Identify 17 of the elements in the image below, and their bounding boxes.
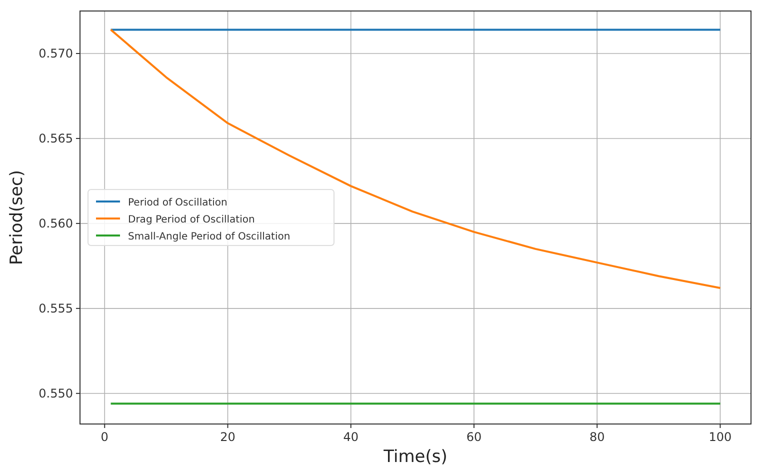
legend-label: Small-Angle Period of Oscillation	[128, 232, 290, 242]
x-tick-label: 20	[220, 430, 236, 444]
x-axis-title: Time(s)	[382, 447, 448, 467]
y-tick-label: 0.560	[38, 216, 73, 230]
y-tick-label: 0.550	[38, 386, 73, 400]
x-tick-label: 80	[589, 430, 605, 444]
legend-label: Period of Oscillation	[128, 198, 228, 208]
x-tick-label: 60	[466, 430, 482, 444]
line-series	[110, 28, 722, 290]
y-tick-label: 0.555	[38, 301, 73, 316]
y-axis-title: Period(sec)	[7, 170, 27, 265]
x-tick-label: 40	[343, 430, 359, 444]
y-tick-label: 0.565	[38, 131, 73, 146]
x-tick-label: 100	[708, 430, 732, 444]
legend-label: Drag Period of Oscillation	[128, 214, 255, 226]
x-tick-label: 0	[100, 430, 108, 444]
y-tick-label: 0.570	[38, 46, 73, 60]
